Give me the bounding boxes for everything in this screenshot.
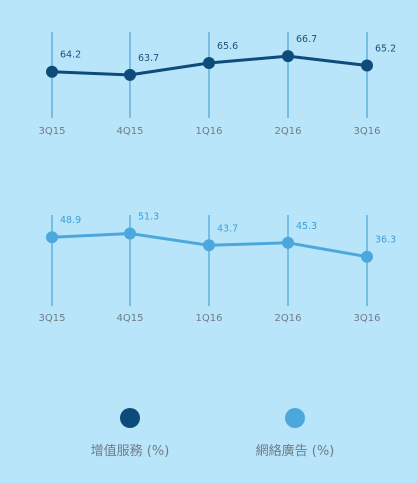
data-label-online-ads-3: 45.3 (296, 221, 317, 232)
tick-label-online-ads-2: 1Q16 (196, 313, 223, 324)
data-point-vas-2 (203, 57, 215, 69)
data-label-online-ads-0: 48.9 (60, 215, 81, 226)
legend-item-vas[interactable]: 增值服務 (%) (60, 408, 200, 459)
data-point-vas-3 (282, 50, 294, 63)
legend-marker-online-ads (285, 408, 305, 428)
tick-label-online-ads-1: 4Q15 (117, 313, 144, 324)
data-label-vas-2: 65.6 (217, 41, 238, 52)
data-point-vas-0 (46, 65, 58, 78)
data-point-online-ads-2 (203, 239, 215, 252)
data-label-vas-1: 63.7 (138, 53, 159, 64)
data-point-vas-4 (361, 59, 373, 72)
chart-vas: 64.2 63.7 65.6 66.7 65.2 3Q15 4Q15 1Q16 2Q16 3Q16 (39, 32, 396, 137)
tick-label-online-ads-4: 3Q16 (354, 313, 381, 324)
tick-label-vas-4: 3Q16 (354, 126, 381, 137)
legend: 增值服務 (%) 網絡廣告 (%) (0, 408, 417, 468)
chart-online-ads: 48.9 51.3 43.7 45.3 36.3 3Q15 4Q15 1Q16 2Q16 3Q16 (39, 212, 397, 325)
legend-marker-vas (120, 408, 140, 428)
data-label-vas-4: 65.2 (375, 44, 396, 55)
tick-label-vas-3: 2Q16 (275, 126, 302, 137)
data-point-online-ads-3 (282, 236, 294, 249)
tick-label-online-ads-3: 2Q16 (275, 313, 302, 324)
tick-label-vas-2: 1Q16 (196, 126, 223, 137)
tick-label-vas-1: 4Q15 (117, 126, 144, 137)
legend-item-online-ads[interactable]: 網絡廣告 (%) (225, 408, 365, 459)
data-label-online-ads-1: 51.3 (138, 212, 159, 223)
data-label-vas-0: 64.2 (60, 50, 81, 61)
data-point-online-ads-1 (124, 227, 136, 240)
data-point-online-ads-4 (361, 250, 373, 263)
data-point-vas-1 (124, 68, 136, 81)
legend-label-online-ads: 網絡廣告 (%) (255, 444, 335, 459)
data-label-online-ads-2: 43.7 (217, 223, 238, 234)
tick-label-online-ads-0: 3Q15 (39, 313, 66, 324)
tick-label-vas-0: 3Q15 (39, 126, 66, 137)
legend-label-vas: 增值服務 (%) (90, 444, 170, 459)
data-label-online-ads-4: 36.3 (375, 235, 396, 246)
data-label-vas-3: 66.7 (296, 34, 317, 45)
data-point-online-ads-0 (46, 231, 58, 244)
